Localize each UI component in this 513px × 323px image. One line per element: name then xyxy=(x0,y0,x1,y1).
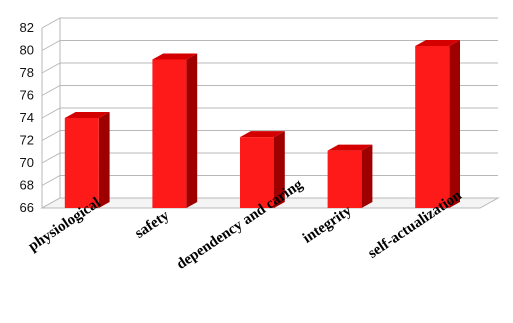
bar xyxy=(64,112,110,208)
y-tick-label: 80 xyxy=(20,43,34,58)
bar-front xyxy=(240,137,274,208)
bars xyxy=(64,40,460,208)
y-tick-label: 70 xyxy=(20,155,34,170)
y-axis-ticks: 66 68 70 72 74 76 78 80 82 xyxy=(20,20,34,215)
bar-side xyxy=(186,53,198,208)
y-tick-label: 66 xyxy=(20,200,34,215)
y-tick-label: 74 xyxy=(20,110,34,125)
bar-top xyxy=(64,112,110,118)
bar-top xyxy=(327,144,373,151)
gridline xyxy=(41,17,498,29)
bar-top xyxy=(415,40,460,46)
y-tick-label: 72 xyxy=(20,133,34,148)
bar-front xyxy=(64,118,99,208)
bar-side xyxy=(449,40,460,208)
bar-side xyxy=(361,144,373,208)
y-axis-wall xyxy=(41,18,61,208)
bar xyxy=(327,144,373,208)
y-tick-label: 76 xyxy=(20,88,34,103)
bar xyxy=(152,53,198,208)
bar-top xyxy=(152,53,198,60)
bar-side xyxy=(98,112,110,208)
x-category-label: integrity xyxy=(300,202,355,246)
x-category-label: safety xyxy=(132,207,172,242)
bar xyxy=(240,131,285,208)
bar xyxy=(415,40,460,208)
y-tick-label: 68 xyxy=(20,178,34,193)
bar-top xyxy=(240,131,285,138)
bar-front xyxy=(327,150,362,208)
y-tick-label: 82 xyxy=(20,20,34,35)
bar-side xyxy=(274,131,285,208)
y-tick-label: 78 xyxy=(20,65,34,80)
bar-front xyxy=(415,46,450,208)
bar-front xyxy=(152,59,187,208)
